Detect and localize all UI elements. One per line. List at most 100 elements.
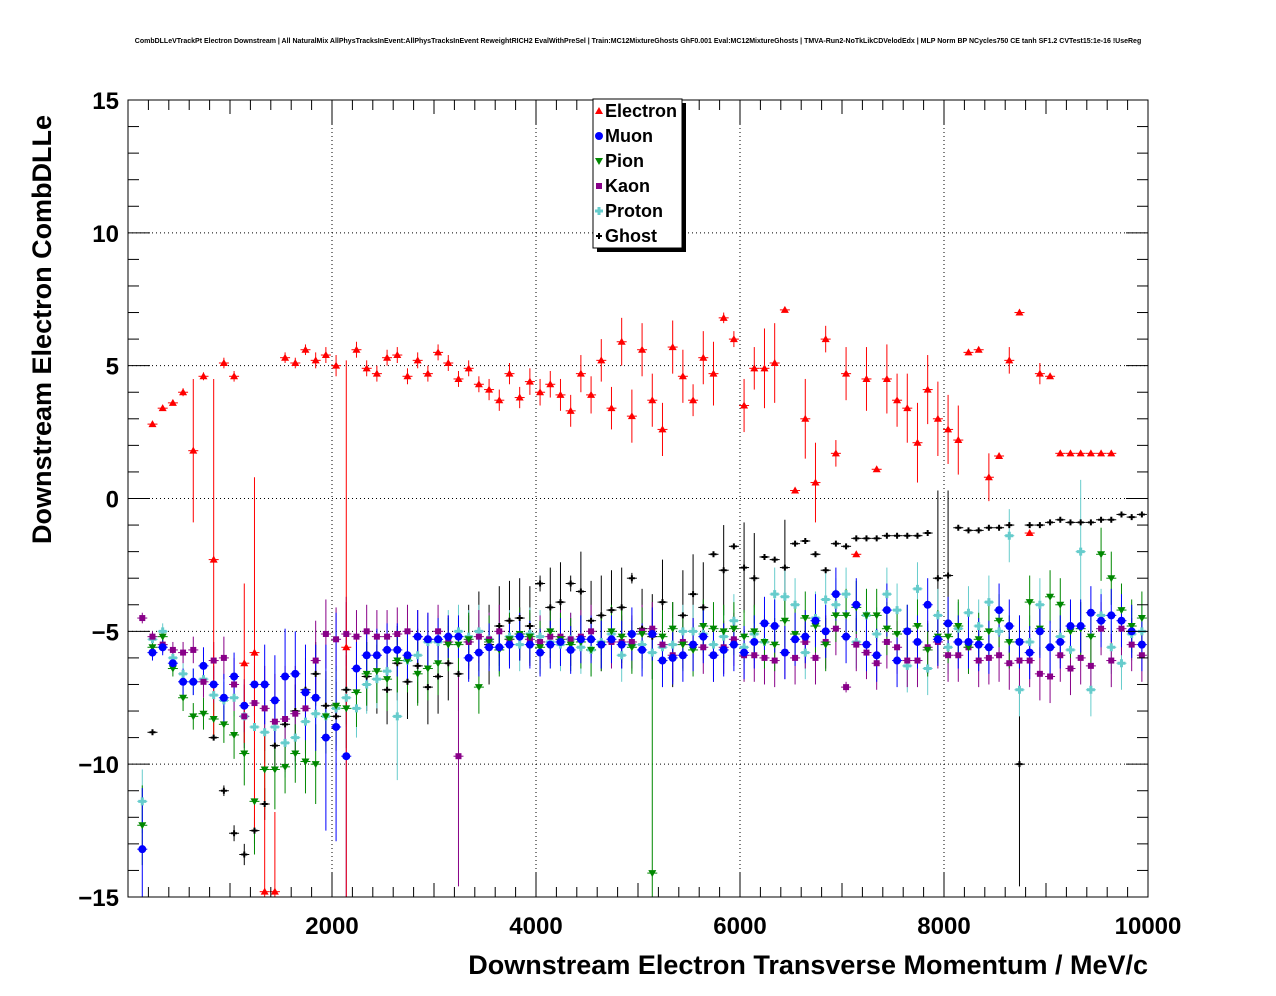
- legend-marker-proton: [595, 207, 603, 215]
- x-tick-label: 4000: [509, 913, 562, 940]
- pion-point: [699, 623, 708, 631]
- proton-point: [821, 595, 830, 604]
- electron-point: [1035, 369, 1044, 377]
- ghost-point: [934, 575, 941, 582]
- proton-point: [1005, 531, 1014, 540]
- kaon-point: [843, 684, 850, 691]
- pion-point: [372, 668, 381, 676]
- electron-point: [281, 353, 290, 361]
- kaon-point: [139, 615, 146, 622]
- legend-label-ghost: Ghost: [605, 226, 657, 246]
- ghost-point: [424, 684, 431, 691]
- proton-point: [872, 629, 881, 638]
- legend-label-electron: Electron: [605, 101, 677, 121]
- muon-point: [434, 635, 443, 644]
- pion-point: [189, 713, 198, 721]
- electron-point: [1107, 449, 1116, 457]
- muon-point: [974, 640, 983, 649]
- ghost-point: [710, 551, 717, 558]
- muon-point: [811, 616, 820, 625]
- muon-point: [423, 635, 432, 644]
- proton-point: [903, 661, 912, 670]
- kaon-point: [996, 652, 1003, 659]
- ghost-point: [598, 612, 605, 619]
- kaon-point: [322, 630, 329, 637]
- muon-point: [189, 677, 198, 686]
- proton-point: [882, 590, 891, 599]
- pion-point: [893, 630, 902, 638]
- proton-point: [689, 627, 698, 636]
- pion-point: [862, 612, 871, 620]
- pion-point: [882, 625, 891, 633]
- muon-point: [1137, 640, 1146, 649]
- pion-point: [525, 633, 534, 641]
- kaon-point: [363, 628, 370, 635]
- electron-point: [270, 887, 279, 895]
- kaon-point: [1108, 657, 1115, 664]
- pion-point: [974, 636, 983, 644]
- muon-point: [903, 627, 912, 636]
- legend: Electron Muon Pion Kaon Proton Ghost: [592, 98, 686, 252]
- muon-point: [699, 632, 708, 641]
- pion-point: [709, 625, 718, 633]
- ghost-point: [1128, 514, 1135, 521]
- pion-point: [219, 721, 228, 729]
- y-tick-label: −5: [92, 619, 119, 646]
- muon-point: [230, 672, 239, 681]
- electron-point: [862, 374, 871, 382]
- y-tick-label: −10: [78, 752, 119, 779]
- y-tick-label: 0: [106, 487, 119, 514]
- proton-point: [791, 600, 800, 609]
- electron-point: [260, 887, 269, 895]
- ghost-point: [1077, 519, 1084, 526]
- proton-point: [250, 722, 259, 731]
- muon-point: [617, 640, 626, 649]
- electron-point: [872, 465, 881, 473]
- kaon-point: [282, 716, 289, 723]
- muon-point: [944, 619, 953, 628]
- ghost-point: [679, 612, 686, 619]
- proton-point: [454, 627, 463, 636]
- electron-point: [811, 478, 820, 486]
- ghost-point: [863, 535, 870, 542]
- ghost-point: [853, 535, 860, 542]
- legend-marker-ghost: [596, 233, 602, 239]
- electron-point: [944, 425, 953, 433]
- electron-point: [168, 398, 177, 406]
- kaon-point: [180, 649, 187, 656]
- pion-point: [546, 628, 555, 636]
- proton-point: [158, 627, 167, 636]
- kaon-point: [475, 633, 482, 640]
- kaon-point: [333, 636, 340, 643]
- electron-point: [209, 555, 218, 563]
- ghost-point: [455, 670, 462, 677]
- ghost-point: [720, 567, 727, 574]
- kaon-point: [190, 646, 197, 653]
- proton-point: [638, 640, 647, 649]
- ghost-point: [781, 564, 788, 571]
- muon-point: [760, 619, 769, 628]
- pion-point: [760, 638, 769, 646]
- muon-point: [464, 653, 473, 662]
- ghost-point: [975, 527, 982, 534]
- pion-point: [658, 633, 667, 641]
- muon-point: [964, 637, 973, 646]
- proton-point: [393, 712, 402, 721]
- proton-point: [138, 797, 147, 806]
- electron-point: [1025, 529, 1034, 537]
- electron-point: [240, 659, 249, 667]
- electron-point: [311, 356, 320, 364]
- kaon-point: [496, 628, 503, 635]
- electron-point: [148, 420, 157, 428]
- proton-point: [801, 648, 810, 657]
- kaon-point: [1077, 654, 1084, 661]
- ghost-point: [873, 535, 880, 542]
- electron-point: [332, 361, 341, 369]
- pion-point: [1086, 633, 1095, 641]
- ghost-point: [628, 575, 635, 582]
- proton-point: [831, 600, 840, 609]
- muon-point: [474, 648, 483, 657]
- legend-marker-pion: [595, 158, 603, 165]
- ghost-point: [312, 670, 319, 677]
